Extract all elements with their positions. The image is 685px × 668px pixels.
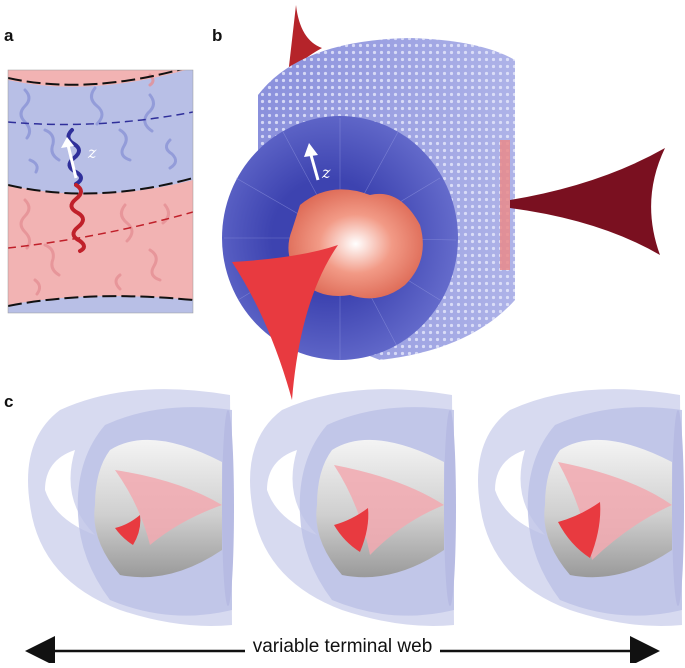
node-end bbox=[222, 410, 234, 606]
panel-c-label: c bbox=[4, 392, 14, 411]
node-2 bbox=[250, 389, 456, 626]
shell-opening bbox=[495, 450, 545, 535]
interface-line bbox=[8, 295, 193, 307]
caption: variable terminal web bbox=[244, 636, 441, 657]
web-fin-right bbox=[510, 148, 665, 255]
node-3 bbox=[478, 389, 684, 626]
panel-b-z-label: z bbox=[321, 163, 331, 182]
panel-b-z-arrow bbox=[309, 154, 320, 181]
web-sheet bbox=[558, 462, 672, 560]
blue-chains-faint bbox=[19, 86, 177, 174]
interface-line bbox=[8, 70, 183, 86]
caption-wrap: variable terminal web bbox=[0, 636, 685, 658]
blue-domain-bottom bbox=[8, 296, 193, 313]
panel-a-z-label: z bbox=[87, 143, 97, 162]
web-sheet bbox=[334, 465, 444, 555]
web-fin-bottom bbox=[232, 245, 338, 400]
blue-block-chain bbox=[66, 128, 83, 186]
node-end bbox=[444, 410, 456, 606]
red-chains-faint bbox=[19, 73, 170, 296]
web-sheet bbox=[115, 470, 222, 545]
z-axis-arrow bbox=[66, 144, 78, 179]
blue-domain bbox=[8, 70, 193, 194]
node-1 bbox=[28, 389, 234, 626]
red-midplane bbox=[8, 211, 193, 249]
interface-line bbox=[8, 177, 193, 195]
panel-a-frame bbox=[7, 69, 194, 314]
panel-a-lamellae bbox=[8, 70, 193, 313]
web-patch bbox=[558, 502, 601, 558]
panel-a-label: a bbox=[4, 26, 14, 45]
shell-opening bbox=[267, 450, 317, 535]
shell-opening bbox=[45, 450, 95, 535]
panel-b-label: b bbox=[212, 26, 223, 45]
web-fin-top bbox=[288, 5, 322, 75]
side-slice bbox=[500, 140, 510, 270]
node-end bbox=[672, 410, 684, 606]
web-patch bbox=[115, 515, 141, 545]
blue-midplane bbox=[8, 111, 193, 126]
panel-b-cylinder bbox=[222, 5, 665, 400]
web-patch bbox=[334, 508, 369, 552]
panel-b-z-arrow-head bbox=[304, 143, 318, 157]
z-arrow-head bbox=[61, 137, 74, 148]
red-block-chain bbox=[69, 183, 86, 253]
